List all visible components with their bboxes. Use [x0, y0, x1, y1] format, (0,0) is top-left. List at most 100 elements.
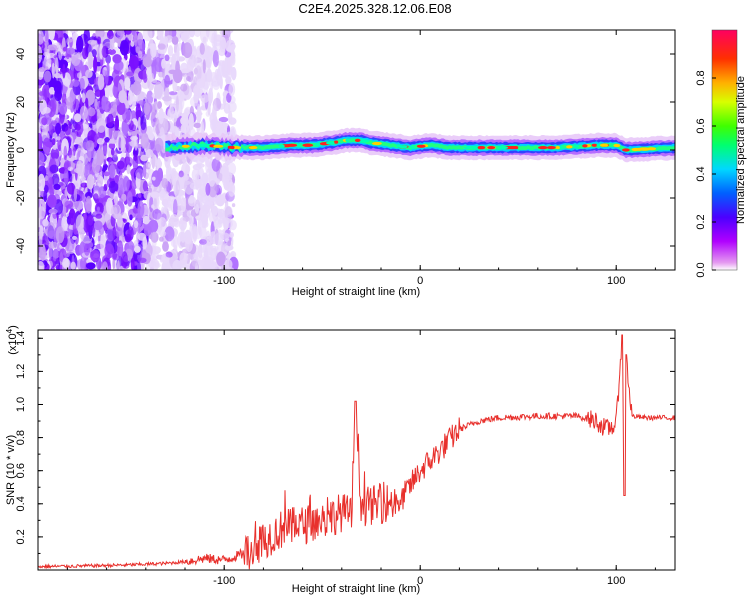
noise-speckle — [186, 76, 191, 82]
signal-hotspot — [547, 146, 556, 150]
noise-speckle — [138, 257, 147, 263]
y-tick-label: 0.8 — [15, 430, 27, 445]
noise-speckle — [203, 258, 213, 270]
signal-hotspot — [230, 145, 235, 150]
chart-title: C2E4.2025.328.12.06.E08 — [298, 1, 452, 16]
noise-speckle — [76, 35, 84, 54]
noise-speckle — [173, 199, 178, 217]
noise-speckle — [51, 138, 56, 146]
noise-speckle — [97, 73, 105, 90]
noise-speckle — [87, 51, 94, 69]
noise-speckle — [63, 145, 68, 161]
noise-speckle — [175, 95, 179, 113]
x-tick-label: 0 — [417, 275, 423, 287]
noise-speckle — [48, 176, 54, 186]
signal-hotspot — [477, 146, 483, 150]
noise-speckle — [173, 94, 177, 100]
noise-speckle — [129, 55, 139, 70]
noise-speckle — [113, 191, 119, 205]
noise-speckle — [221, 63, 232, 75]
noise-speckle — [221, 217, 231, 225]
noise-speckle — [47, 44, 58, 51]
colorbar-frame — [711, 29, 738, 271]
noise-speckle — [177, 211, 184, 216]
noise-speckle — [172, 259, 182, 270]
noise-speckle — [181, 113, 187, 118]
x-tick-label: 0 — [417, 575, 423, 587]
noise-speckle — [189, 96, 199, 108]
noise-speckle — [198, 188, 207, 196]
noise-speckle — [70, 30, 75, 33]
noise-speckle — [93, 220, 103, 231]
noise-speckle — [185, 164, 191, 174]
noise-speckle — [181, 68, 191, 74]
noise-speckle — [154, 137, 164, 152]
noise-speckle — [48, 241, 58, 249]
y-tick-label: 0.6 — [15, 463, 27, 478]
noise-speckle — [137, 193, 142, 199]
noise-speckle — [179, 252, 188, 265]
spectrogram-x-ticks: -100 0 100 — [66, 30, 656, 287]
noise-speckle — [175, 68, 179, 79]
noise-speckle — [130, 257, 135, 270]
signal-hotspot — [398, 145, 408, 149]
noise-speckle — [122, 108, 131, 123]
noise-speckle — [200, 94, 210, 103]
spectrogram-x-axis-label: Height of straight line (km) — [292, 286, 420, 298]
noise-speckle — [189, 30, 195, 38]
noise-speckle — [124, 77, 131, 90]
noise-speckle — [213, 232, 224, 246]
noise-speckle — [125, 143, 130, 149]
noise-speckle — [185, 236, 193, 252]
noise-speckle — [211, 261, 217, 270]
noise-speckle — [168, 91, 178, 96]
noise-speckle — [140, 115, 147, 131]
noise-speckle — [188, 113, 194, 131]
noise-speckle — [126, 191, 133, 207]
noise-speckle — [190, 62, 195, 69]
noise-speckle — [104, 70, 109, 86]
noise-speckle — [112, 257, 116, 270]
noise-speckle — [193, 226, 203, 240]
noise-speckle — [129, 214, 133, 221]
noise-speckle — [112, 227, 117, 240]
noise-speckle — [100, 233, 105, 251]
noise-speckle — [117, 160, 125, 170]
noise-speckle — [127, 226, 134, 241]
noise-speckle — [205, 30, 210, 38]
noise-speckle — [135, 168, 145, 179]
noise-speckle — [212, 104, 217, 121]
signal-hotspot — [213, 144, 224, 148]
noise-speckle — [76, 72, 82, 79]
noise-speckle — [83, 213, 87, 221]
noise-speckle — [157, 30, 164, 41]
noise-speckle — [162, 241, 169, 252]
noise-speckle — [179, 220, 187, 225]
noise-speckle — [38, 66, 45, 73]
noise-speckle — [133, 146, 139, 158]
noise-speckle — [41, 117, 48, 126]
noise-speckle — [93, 55, 98, 73]
colorbar-gradient — [712, 30, 737, 270]
noise-speckle — [126, 71, 135, 77]
x-tick-label: -100 — [213, 575, 235, 587]
noise-speckle — [137, 116, 142, 132]
noise-speckle — [64, 200, 74, 209]
noise-speckle — [182, 42, 193, 59]
noise-speckle — [142, 30, 153, 42]
snr-y-axis-label: SNR (10 * v/v) — [5, 435, 17, 505]
noise-speckle — [143, 102, 151, 115]
noise-speckle — [109, 164, 116, 179]
x-tick-label: 100 — [607, 275, 625, 287]
noise-speckle — [205, 182, 211, 196]
noise-speckle — [180, 197, 187, 212]
noise-speckle — [68, 38, 73, 43]
noise-speckle — [43, 40, 50, 55]
spectrogram-noise-field — [38, 30, 239, 270]
noise-speckle — [164, 226, 175, 242]
noise-speckle — [164, 74, 171, 88]
noise-speckle — [51, 173, 60, 187]
noise-speckle — [42, 218, 49, 227]
noise-speckle — [81, 92, 86, 103]
noise-speckle — [110, 204, 121, 219]
